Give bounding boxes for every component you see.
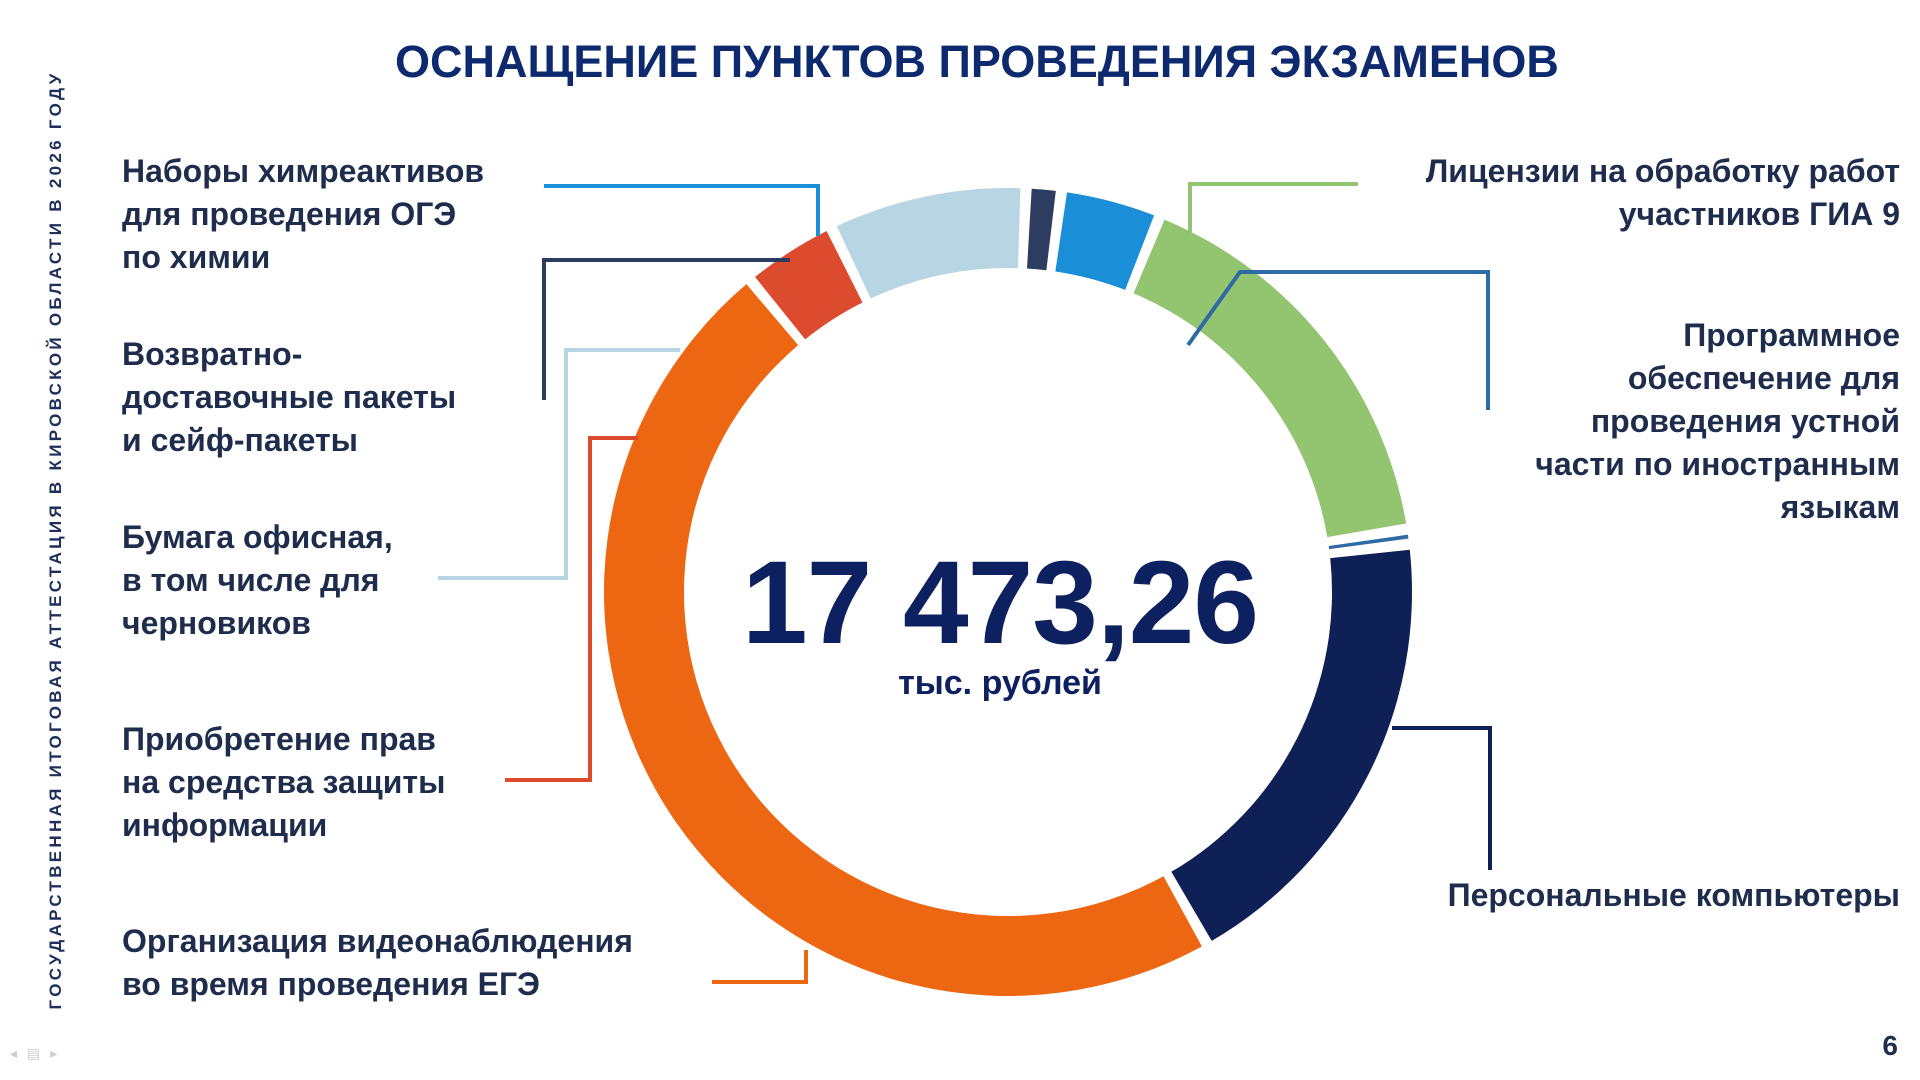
label-line: во время проведения ЕГЭ (122, 966, 540, 1002)
label-line: в том числе для (122, 562, 380, 598)
label-line: Приобретение прав (122, 721, 436, 757)
label-line: обеспечение для (1627, 360, 1900, 396)
callout-line-computers (1392, 726, 1492, 870)
callout-line-reagents (544, 184, 820, 236)
label-licenses: Лицензии на обработку работ участников ГИ… (1426, 150, 1900, 236)
total-value: 17 473,26 (742, 537, 1259, 669)
label-protection: Приобретение прав на средства защиты инфор… (122, 718, 445, 847)
callout-lines (438, 182, 1492, 984)
segment-software (1328, 534, 1409, 550)
label-line: Персональные компьютеры (1447, 877, 1900, 913)
label-line: по химии (122, 239, 271, 275)
label-computers: Персональные компьютеры (1448, 874, 1900, 917)
arrow-left-icon[interactable]: ◂ (10, 1045, 18, 1061)
donut-segments (604, 188, 1412, 997)
callout-line-video (712, 950, 808, 984)
label-video: Организация видеонаблюдения во время пров… (122, 920, 633, 1006)
menu-icon[interactable]: ▤ (27, 1045, 41, 1061)
label-line: черновиков (122, 605, 311, 641)
label-reagents: Наборы химреактивов для проведения ОГЭ по … (122, 150, 484, 279)
callout-line-software (1186, 270, 1490, 410)
label-line: Программное (1683, 317, 1900, 353)
slide-title: ОСНАЩЕНИЕ ПУНКТОВ ПРОВЕДЕНИЯ ЭКЗАМЕНОВ (395, 36, 1559, 87)
callout-line-licenses (1188, 182, 1358, 232)
total-unit: тыс. рублей (898, 664, 1102, 702)
slide-nav-controls[interactable]: ◂ ▤ ▸ (10, 1045, 57, 1062)
arrow-right-icon[interactable]: ▸ (50, 1045, 58, 1061)
label-line: доставочные пакеты (122, 379, 457, 415)
callout-line-protection (505, 436, 638, 782)
label-paper: Бумага офисная, в том числе для черновиков (122, 516, 393, 645)
label-line: Организация видеонаблюдения (122, 923, 633, 959)
label-line: и сейф-пакеты (122, 422, 358, 458)
segment-computers (1171, 549, 1412, 941)
segment-paper (836, 188, 1021, 299)
label-line: для проведения ОГЭ (122, 196, 457, 232)
label-line: Наборы химреактивов (122, 153, 485, 189)
label-line: языкам (1780, 489, 1900, 525)
page-number: 6 (1882, 1030, 1898, 1061)
segment-licenses (1133, 219, 1407, 538)
callout-line-paper (438, 348, 680, 580)
label-line: информации (122, 807, 328, 843)
label-line: на средства защиты (122, 764, 446, 800)
label-line: Лицензии на обработку работ (1425, 153, 1900, 189)
label-line: Бумага офисная, (122, 519, 393, 555)
label-line: проведения устной (1590, 403, 1900, 439)
label-line: участников ГИА 9 (1618, 196, 1900, 232)
label-software: Программное обеспечение для проведения уст… (1535, 314, 1900, 529)
label-line: части по иностранным (1535, 446, 1900, 482)
segment-packages (1026, 188, 1056, 271)
segment-video (604, 284, 1202, 997)
label-line: Возвратно- (122, 336, 303, 372)
label-packages: Возвратно-доставочные пакеты и сейф-пакет… (122, 333, 456, 462)
callout-line-packages (542, 258, 790, 400)
segment-reagents (1055, 192, 1155, 290)
